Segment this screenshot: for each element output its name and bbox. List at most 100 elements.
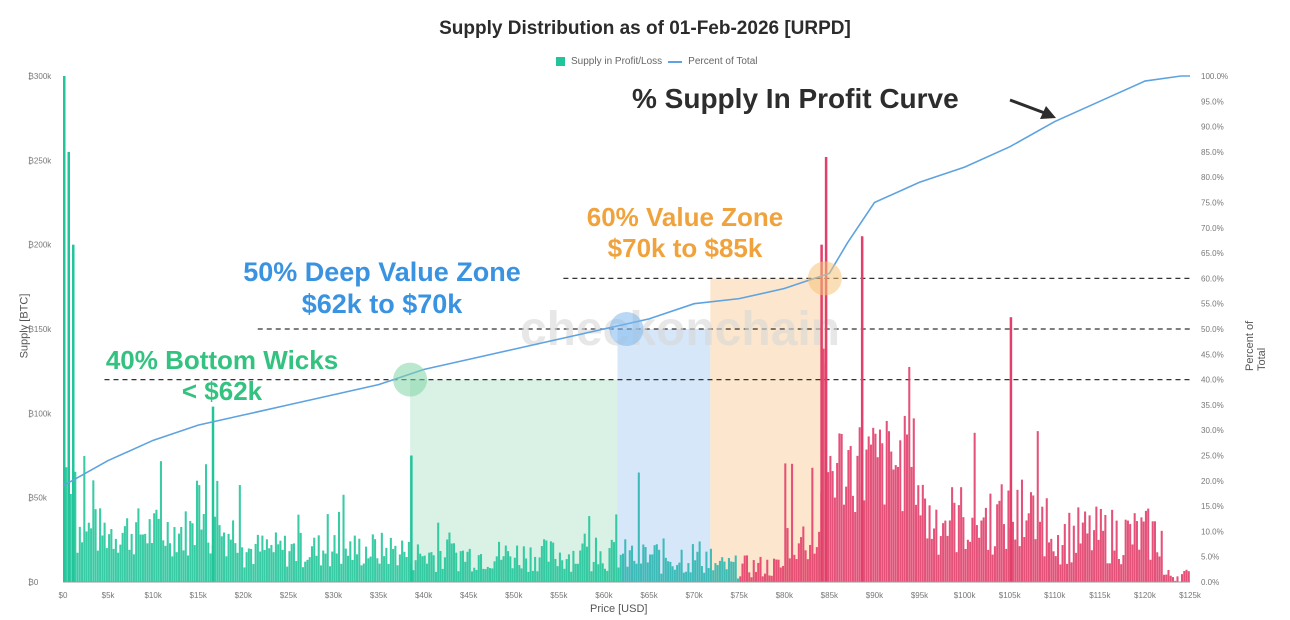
bar [903, 415, 906, 582]
bar [299, 532, 302, 582]
bar [982, 517, 985, 582]
bar [1000, 484, 1003, 582]
y2-tick-label: 40.0% [1201, 376, 1224, 385]
bar [347, 555, 350, 582]
bar [507, 551, 510, 582]
bar [1147, 508, 1150, 582]
bar [644, 547, 647, 582]
bar [414, 560, 417, 582]
bar [288, 551, 291, 582]
bar [1124, 519, 1127, 582]
bar [549, 541, 552, 582]
bar [962, 517, 965, 582]
bar [806, 559, 809, 582]
bar [642, 544, 645, 582]
bar [475, 569, 478, 582]
zone-marker-1 [609, 312, 644, 346]
bar [353, 535, 356, 582]
bar [477, 555, 480, 582]
bar [646, 562, 649, 582]
bar [498, 541, 501, 582]
bar [270, 544, 273, 582]
bar [1011, 521, 1014, 582]
bar [933, 528, 936, 582]
bar [520, 568, 523, 582]
bar [202, 514, 205, 582]
bar [534, 556, 537, 582]
bar [960, 487, 963, 582]
bar [322, 550, 325, 582]
bar [177, 533, 181, 582]
bar [85, 531, 88, 582]
bar [815, 547, 818, 582]
bar [326, 514, 329, 582]
bar [466, 551, 469, 582]
x-tick-label: $100k [954, 591, 977, 600]
bar [946, 535, 949, 582]
bar [585, 546, 588, 582]
bar [793, 554, 796, 582]
bar [540, 546, 543, 582]
bar [263, 550, 266, 582]
bar [554, 558, 557, 582]
bar [457, 571, 460, 582]
bar [525, 558, 528, 582]
bar [1038, 521, 1042, 582]
bar [432, 555, 435, 582]
bar [1111, 509, 1114, 582]
chart-title: Supply Distribution as of 01-Feb-2026 [U… [439, 18, 851, 39]
bar [671, 566, 674, 582]
bar [890, 451, 893, 582]
bar [403, 551, 406, 582]
bar [991, 554, 994, 582]
bar [164, 545, 167, 582]
bar [238, 485, 241, 582]
bar [333, 535, 336, 582]
bar [818, 531, 821, 582]
bar [576, 563, 579, 582]
bar [610, 539, 613, 582]
bar [628, 550, 631, 582]
bar [401, 540, 404, 582]
bar [847, 450, 850, 582]
legend-line-swatch [668, 60, 683, 63]
x-tick-label: $65k [640, 591, 658, 600]
bar [849, 446, 852, 582]
x-tick-label: $55k [550, 591, 568, 600]
bar [878, 429, 882, 582]
bar [998, 500, 1001, 582]
bar [939, 536, 942, 582]
bar [741, 563, 744, 582]
bar [1054, 556, 1057, 582]
bar [387, 563, 390, 582]
bar [1043, 556, 1046, 582]
bar [383, 556, 386, 582]
bar [153, 513, 156, 582]
curve-arrow-head [1040, 106, 1056, 119]
y2-tick-label: 25.0% [1201, 452, 1224, 461]
bar [795, 559, 798, 582]
bar [1167, 569, 1170, 582]
x-tick-label: $20k [235, 591, 253, 600]
bar [141, 534, 144, 582]
bar [854, 512, 857, 582]
bar [631, 545, 634, 582]
bar [867, 436, 870, 582]
x-tick-label: $70k [685, 591, 703, 600]
bar [489, 568, 492, 582]
bar [942, 523, 945, 582]
bar [655, 544, 658, 582]
bar [518, 565, 521, 582]
bar [1052, 551, 1055, 582]
bar [173, 527, 176, 582]
bar [94, 509, 97, 582]
bar-peak [63, 76, 66, 582]
bar [105, 548, 108, 582]
bar [114, 538, 117, 582]
bar [779, 567, 782, 582]
bar [727, 557, 730, 582]
bar [423, 555, 426, 582]
bar [563, 568, 566, 582]
bar [470, 571, 474, 582]
bar [1093, 530, 1096, 582]
